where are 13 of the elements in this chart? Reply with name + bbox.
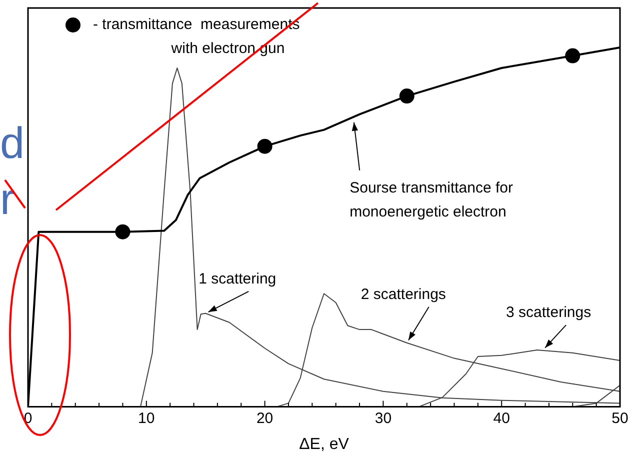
x-tick-label: 20 (256, 410, 274, 427)
x-tick-label: 0 (24, 410, 32, 427)
annotation: 3 scatterings (506, 304, 592, 322)
text: r (0, 175, 15, 224)
x-tick-label: 10 (138, 410, 155, 427)
x-tick-label: 40 (493, 410, 510, 427)
x-tick-label: 30 (374, 410, 392, 427)
annotation: 1 scattering (198, 270, 276, 288)
x-axis-title: ΔE, eV (299, 436, 350, 453)
text: d (0, 119, 24, 168)
annotation: Sourse transmittance for monoenergetic electron (350, 180, 514, 221)
x-tick-label: 50 (612, 410, 628, 427)
annotation: 2 scatterings (360, 286, 446, 303)
